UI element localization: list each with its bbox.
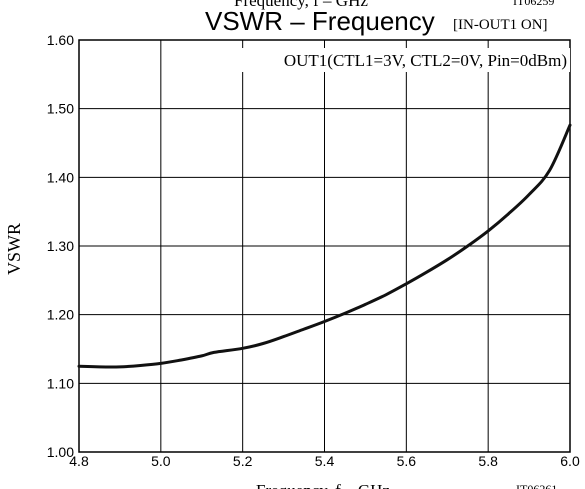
x-tick-label: 6.0 [560,453,580,469]
y-axis-label: VSWR [4,223,24,275]
y-tick-label: 1.50 [47,101,74,117]
x-tick-label: 5.2 [233,453,253,469]
chart-title: VSWR – Frequency [205,6,435,36]
clipped-top-figure-id: IT06259 [513,0,554,8]
plot-frame [78,39,571,453]
x-tick-label: 5.0 [151,453,171,469]
series-line-out1 [77,123,572,369]
y-tick-label: 1.60 [47,32,74,48]
x-tick-label: 5.8 [478,453,498,469]
series-condition-label: OUT1(CTL1=3V, CTL2=0V, Pin=0dBm) [284,51,567,70]
x-tick-labels: 4.8 5.0 5.2 5.4 5.6 5.8 6.0 [69,453,580,469]
x-tick-label: 4.8 [69,453,89,469]
clipped-top-axis-label: Frequency, f – GHz [234,0,368,10]
y-tick-label: 1.00 [47,444,74,460]
grid-lines [79,40,570,452]
y-tick-label: 1.10 [47,375,74,391]
y-tick-labels: 1.00 1.10 1.20 1.30 1.40 1.50 1.60 [47,32,74,460]
x-tick-label: 5.6 [397,453,417,469]
y-tick-label: 1.20 [47,307,74,323]
y-tick-label: 1.30 [47,238,74,254]
clipped-bottom-figure-id: IT06261 [516,482,557,489]
chart-title-tag: [IN-OUT1 ON] [453,17,548,33]
condition-label-background [198,48,570,72]
y-tick-label: 1.40 [47,169,74,185]
x-axis-label: Frequency, f – GHz [256,481,390,489]
x-tick-label: 5.4 [315,453,335,469]
